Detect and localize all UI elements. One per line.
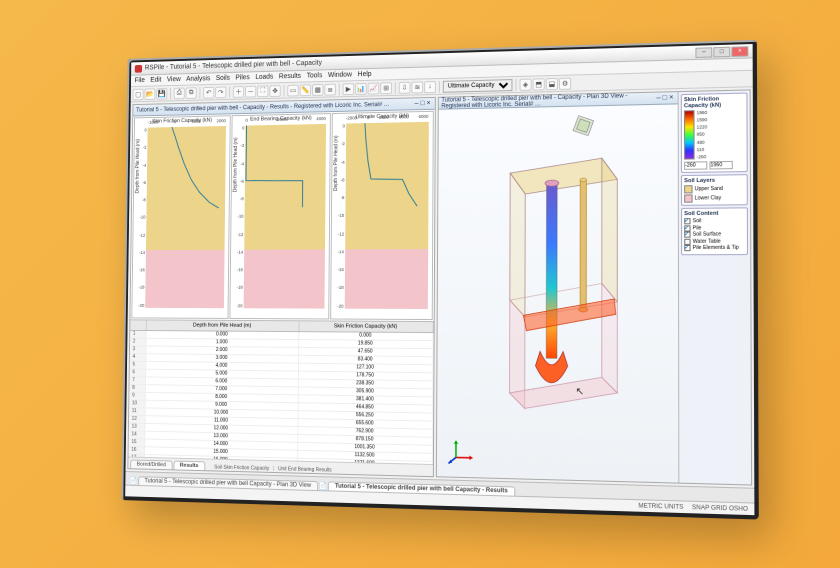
app-icon xyxy=(135,64,142,72)
doc-tab-icon-2: 📄 xyxy=(319,482,327,490)
axis-triad-icon xyxy=(446,436,476,467)
chart-icon[interactable]: 📈 xyxy=(368,82,380,94)
layers-icon[interactable]: ≣ xyxy=(324,83,336,95)
save-icon[interactable]: 💾 xyxy=(156,88,167,100)
model-tab-bored[interactable]: Bored/Drilled xyxy=(130,460,172,470)
chart-body: -10000100020000-2-4-6-8-10-12-14-16-18-2… xyxy=(145,126,226,308)
select-icon[interactable]: ▭ xyxy=(287,84,298,96)
legend-min-input[interactable] xyxy=(684,161,707,170)
open-icon[interactable]: 📂 xyxy=(144,88,155,100)
display-options-title: Soil Content xyxy=(684,210,745,217)
minimize-button[interactable]: – xyxy=(695,47,712,58)
doc-tab-icon: 📄 xyxy=(129,477,137,485)
result-type-combo[interactable]: Ultimate Capacity xyxy=(443,79,513,93)
status-units: METRIC UNITS xyxy=(638,503,683,511)
pan-icon[interactable]: ✥ xyxy=(269,85,280,97)
display-option[interactable]: Soil Surface xyxy=(684,231,745,238)
chart-body: 0200040000-2-4-6-8-10-12-14-16-18-20Dept… xyxy=(243,124,325,308)
menu-loads[interactable]: Loads xyxy=(255,74,273,81)
display-options-panel: Soil Content SoilPileSoil SurfaceWater T… xyxy=(681,207,748,254)
table-icon[interactable]: ⊞ xyxy=(380,82,392,94)
display-option[interactable]: Pile xyxy=(684,224,745,231)
menu-soils[interactable]: Soils xyxy=(216,75,230,82)
status-coord: SNAP GRID OSHO xyxy=(692,504,748,512)
display-option[interactable]: Soil xyxy=(684,218,745,225)
view-front-icon[interactable]: ⬓ xyxy=(546,77,558,89)
model-tab-results[interactable]: Results xyxy=(173,461,205,471)
charts-row: Skin Friction Capacity (kN)-100001000200… xyxy=(130,110,434,321)
zoom-in-icon[interactable]: ＋ xyxy=(233,86,244,98)
maximize-button[interactable]: □ xyxy=(713,46,730,57)
pane-close-icon[interactable]: × xyxy=(426,100,430,107)
legend-ticks: 196015901220850480110-260 xyxy=(697,110,708,159)
col-depth[interactable]: Depth from Pile Head (m) xyxy=(147,320,300,331)
pile-icon[interactable]: ⇩ xyxy=(399,81,411,93)
legend-max-input[interactable] xyxy=(709,161,732,170)
subtab-a[interactable]: Soil Skin Friction Capacity xyxy=(214,465,269,472)
legend-panel: Skin Friction Capacity (kN) 196015901220… xyxy=(681,93,748,173)
load-icon[interactable]: ↓ xyxy=(424,81,436,93)
pane-min-icon[interactable]: – xyxy=(415,100,419,107)
chart[interactable]: Skin Friction Capacity (kN)-100001000200… xyxy=(131,115,230,318)
chart[interactable]: Ultimate Capacity (kN)-20000200040006000… xyxy=(330,111,434,320)
menu-file[interactable]: File xyxy=(135,77,145,84)
pane3d-max-icon[interactable]: □ xyxy=(663,94,667,101)
data-rows[interactable]: 10.0000.00021.00019.85032.00047.65043.00… xyxy=(128,331,433,464)
copy-icon[interactable]: ⧉ xyxy=(186,87,197,99)
results-icon[interactable]: 📊 xyxy=(355,82,367,94)
compass-icon[interactable] xyxy=(570,112,597,139)
data-table-panel: Depth from Pile Head (m) Skin Friction C… xyxy=(128,319,433,464)
print-icon[interactable]: ⎙ xyxy=(174,87,185,99)
soil-layer-item[interactable]: Lower Clay xyxy=(684,193,745,202)
menu-tools[interactable]: Tools xyxy=(307,72,323,79)
cursor-icon: ↖ xyxy=(575,386,584,397)
display-option[interactable]: Pile Elements & Tip xyxy=(684,245,745,251)
menu-help[interactable]: Help xyxy=(358,71,372,78)
soil-block-3d xyxy=(479,143,633,431)
menu-view[interactable]: View xyxy=(167,76,181,83)
settings-icon[interactable]: ⚙ xyxy=(559,77,571,89)
window-title: RSPile - Tutorial 5 - Telescopic drilled… xyxy=(145,60,322,72)
view-top-icon[interactable]: ⬒ xyxy=(533,78,545,90)
menu-piles[interactable]: Piles xyxy=(235,74,249,81)
chart-body: -200002000400060000-2-4-6-8-10-12-14-16-… xyxy=(344,122,428,309)
chart[interactable]: End Bearing Capacity (kN)0200040000-2-4-… xyxy=(229,113,330,319)
zoom-fit-icon[interactable]: ⛶ xyxy=(257,85,268,97)
display-option[interactable]: Water Table xyxy=(684,238,745,244)
subtab-b[interactable]: Unit End Bearing Results xyxy=(278,466,332,473)
legend-gradient xyxy=(684,110,695,159)
soil-layer-item[interactable]: Upper Sand xyxy=(684,185,745,194)
soil-layers-panel: Soil Layers Upper SandLower Clay xyxy=(681,174,748,206)
grid-icon[interactable]: ▦ xyxy=(312,83,324,95)
col-skin[interactable]: Skin Friction Capacity (kN) xyxy=(300,321,434,332)
pane3d-close-icon[interactable]: × xyxy=(669,94,673,101)
redo-icon[interactable]: ↷ xyxy=(215,86,226,98)
run-icon[interactable]: ▶ xyxy=(343,83,355,95)
close-button[interactable]: × xyxy=(731,46,748,57)
menu-window[interactable]: Window xyxy=(328,72,352,79)
col-index xyxy=(130,320,147,330)
view3d-icon[interactable]: ◈ xyxy=(519,78,531,90)
view3d-canvas[interactable]: ↖ xyxy=(436,104,678,482)
menu-edit[interactable]: Edit xyxy=(150,77,161,84)
pane-max-icon[interactable]: □ xyxy=(420,100,424,107)
legend-title: Skin Friction Capacity (kN) xyxy=(684,96,744,110)
pane3d-min-icon[interactable]: – xyxy=(656,95,660,102)
zoom-out-icon[interactable]: － xyxy=(245,85,256,97)
side-panels: Skin Friction Capacity (kN) 196015901220… xyxy=(678,90,751,484)
measure-icon[interactable]: 📏 xyxy=(300,84,312,96)
menu-analysis[interactable]: Analysis xyxy=(186,75,210,82)
soil-layers-title: Soil Layers xyxy=(684,177,744,184)
view3d-pane: Tutorial 5 - Telescopic drilled pier wit… xyxy=(435,89,752,485)
new-icon[interactable]: ▢ xyxy=(133,88,144,100)
results-pane: Tutorial 5 - Telescopic drilled pier wit… xyxy=(127,97,435,477)
soil-icon[interactable]: ≋ xyxy=(411,81,423,93)
menu-results[interactable]: Results xyxy=(279,73,301,80)
undo-icon[interactable]: ↶ xyxy=(203,86,214,98)
